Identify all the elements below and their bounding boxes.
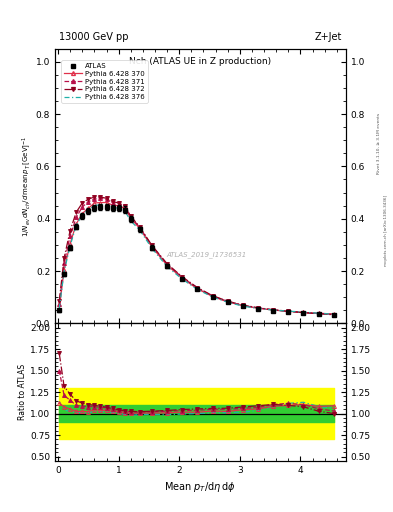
Text: Rivet 3.1.10, ≥ 3.1M events: Rivet 3.1.10, ≥ 3.1M events <box>377 113 381 174</box>
Text: ATLAS_2019_I1736531: ATLAS_2019_I1736531 <box>166 251 246 258</box>
X-axis label: Mean $p_T$/d$\eta\,\mathrm{d}\phi$: Mean $p_T$/d$\eta\,\mathrm{d}\phi$ <box>165 480 236 494</box>
Text: 13000 GeV pp: 13000 GeV pp <box>59 32 129 42</box>
Text: Nch (ATLAS UE in Z production): Nch (ATLAS UE in Z production) <box>129 57 272 66</box>
Y-axis label: Ratio to ATLAS: Ratio to ATLAS <box>18 364 27 420</box>
Y-axis label: $1/N_{ev}\,dN_{ch}/d\,\mathrm{mean}\,p_T\,[\mathrm{GeV}]^{-1}$: $1/N_{ev}\,dN_{ch}/d\,\mathrm{mean}\,p_T… <box>20 135 33 237</box>
Legend: ATLAS, Pythia 6.428 370, Pythia 6.428 371, Pythia 6.428 372, Pythia 6.428 376: ATLAS, Pythia 6.428 370, Pythia 6.428 37… <box>61 60 147 103</box>
Text: mcplots.cern.ch [arXiv:1306.3436]: mcplots.cern.ch [arXiv:1306.3436] <box>384 195 388 266</box>
Text: Z+Jet: Z+Jet <box>314 32 342 42</box>
